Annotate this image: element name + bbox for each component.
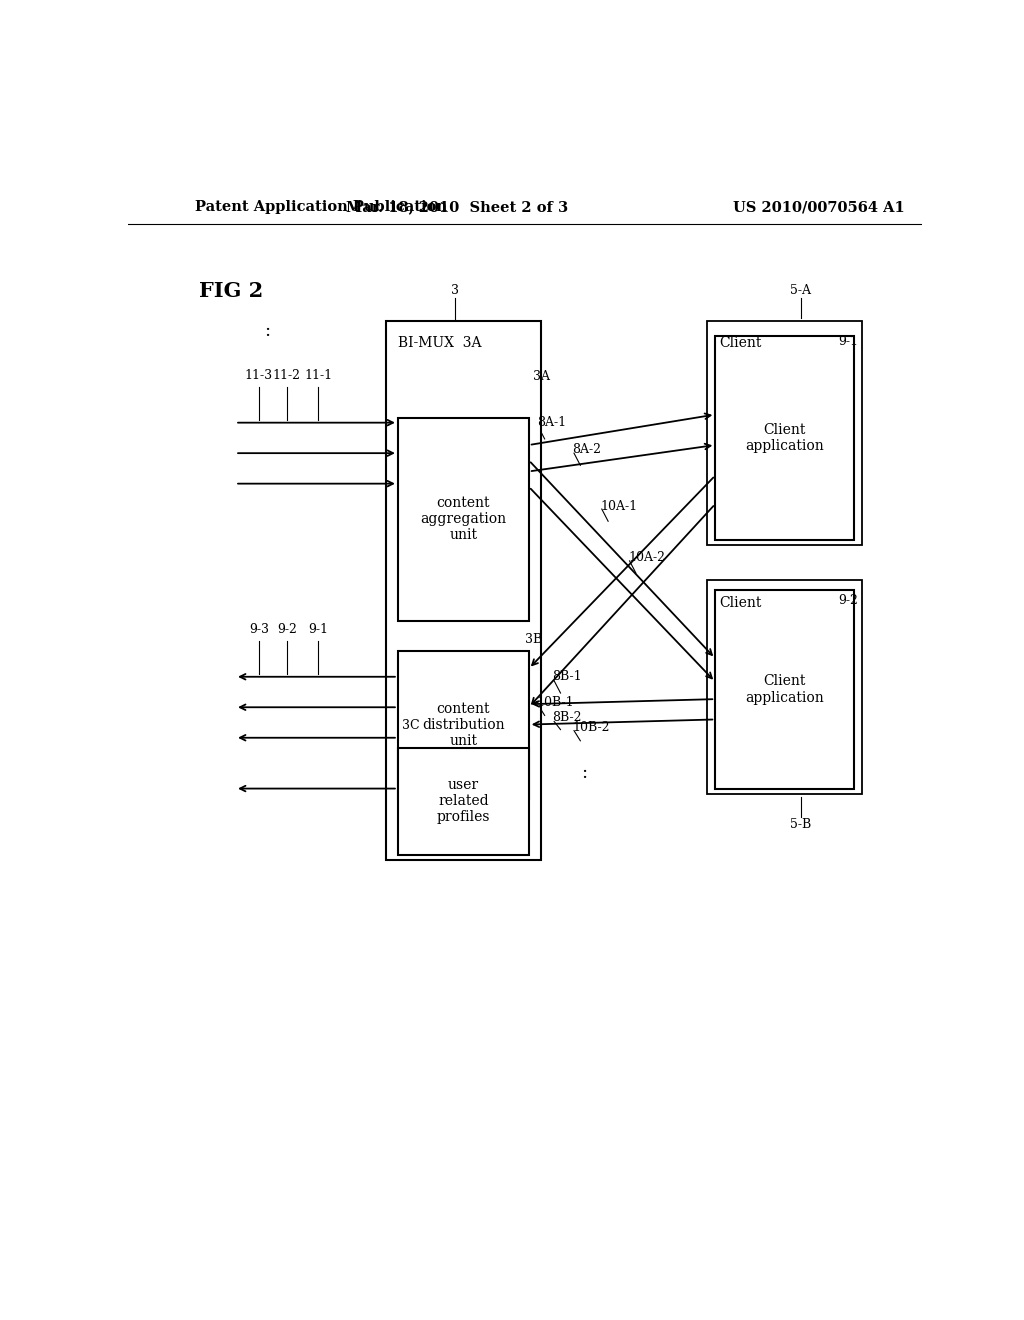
Text: 11-2: 11-2 [272,370,301,381]
Text: user
related
profiles: user related profiles [436,777,490,825]
Text: 10A-1: 10A-1 [600,499,637,512]
Bar [397,651,528,799]
Text: 8B-1: 8B-1 [553,671,583,684]
Text: 9-2: 9-2 [276,623,297,636]
Text: 9-1: 9-1 [308,623,329,636]
Bar [715,337,854,540]
Text: 3A: 3A [532,371,550,383]
Text: 10A-2: 10A-2 [628,552,665,565]
Text: Client
application: Client application [745,675,824,705]
Text: 11-3: 11-3 [245,370,273,381]
Text: content
aggregation
unit: content aggregation unit [420,496,506,543]
Text: 5-B: 5-B [790,817,811,830]
Text: Client: Client [719,337,762,350]
Text: 9-3: 9-3 [249,623,269,636]
Text: 10B-2: 10B-2 [572,721,610,734]
Text: FIG 2: FIG 2 [200,281,263,301]
Text: BI-MUX  3A: BI-MUX 3A [397,337,481,350]
Text: 3: 3 [452,284,460,297]
Text: :: : [264,322,270,341]
Bar [708,321,862,545]
Text: 11-1: 11-1 [304,370,333,381]
Text: 3B: 3B [524,632,542,645]
Text: Patent Application Publication: Patent Application Publication [196,201,447,214]
Text: 8A-2: 8A-2 [572,442,601,455]
Bar [708,581,862,793]
Text: 8B-2: 8B-2 [553,711,582,723]
Bar [715,590,854,788]
Text: Mar. 18, 2010  Sheet 2 of 3: Mar. 18, 2010 Sheet 2 of 3 [346,201,568,214]
Bar [397,748,528,854]
Text: 9-1: 9-1 [838,335,858,348]
Text: 10B-1: 10B-1 [537,696,574,709]
Text: US 2010/0070564 A1: US 2010/0070564 A1 [732,201,904,214]
Text: Client: Client [719,595,762,610]
Text: 3C: 3C [401,719,420,733]
Text: 8A-1: 8A-1 [537,416,566,429]
Text: 5-A: 5-A [791,284,811,297]
Text: Client
application: Client application [745,422,824,453]
Text: 9-2: 9-2 [839,594,858,607]
Text: content
distribution
unit: content distribution unit [422,702,505,748]
Bar [397,417,528,620]
Bar [386,321,541,859]
Text: :: : [582,764,588,783]
